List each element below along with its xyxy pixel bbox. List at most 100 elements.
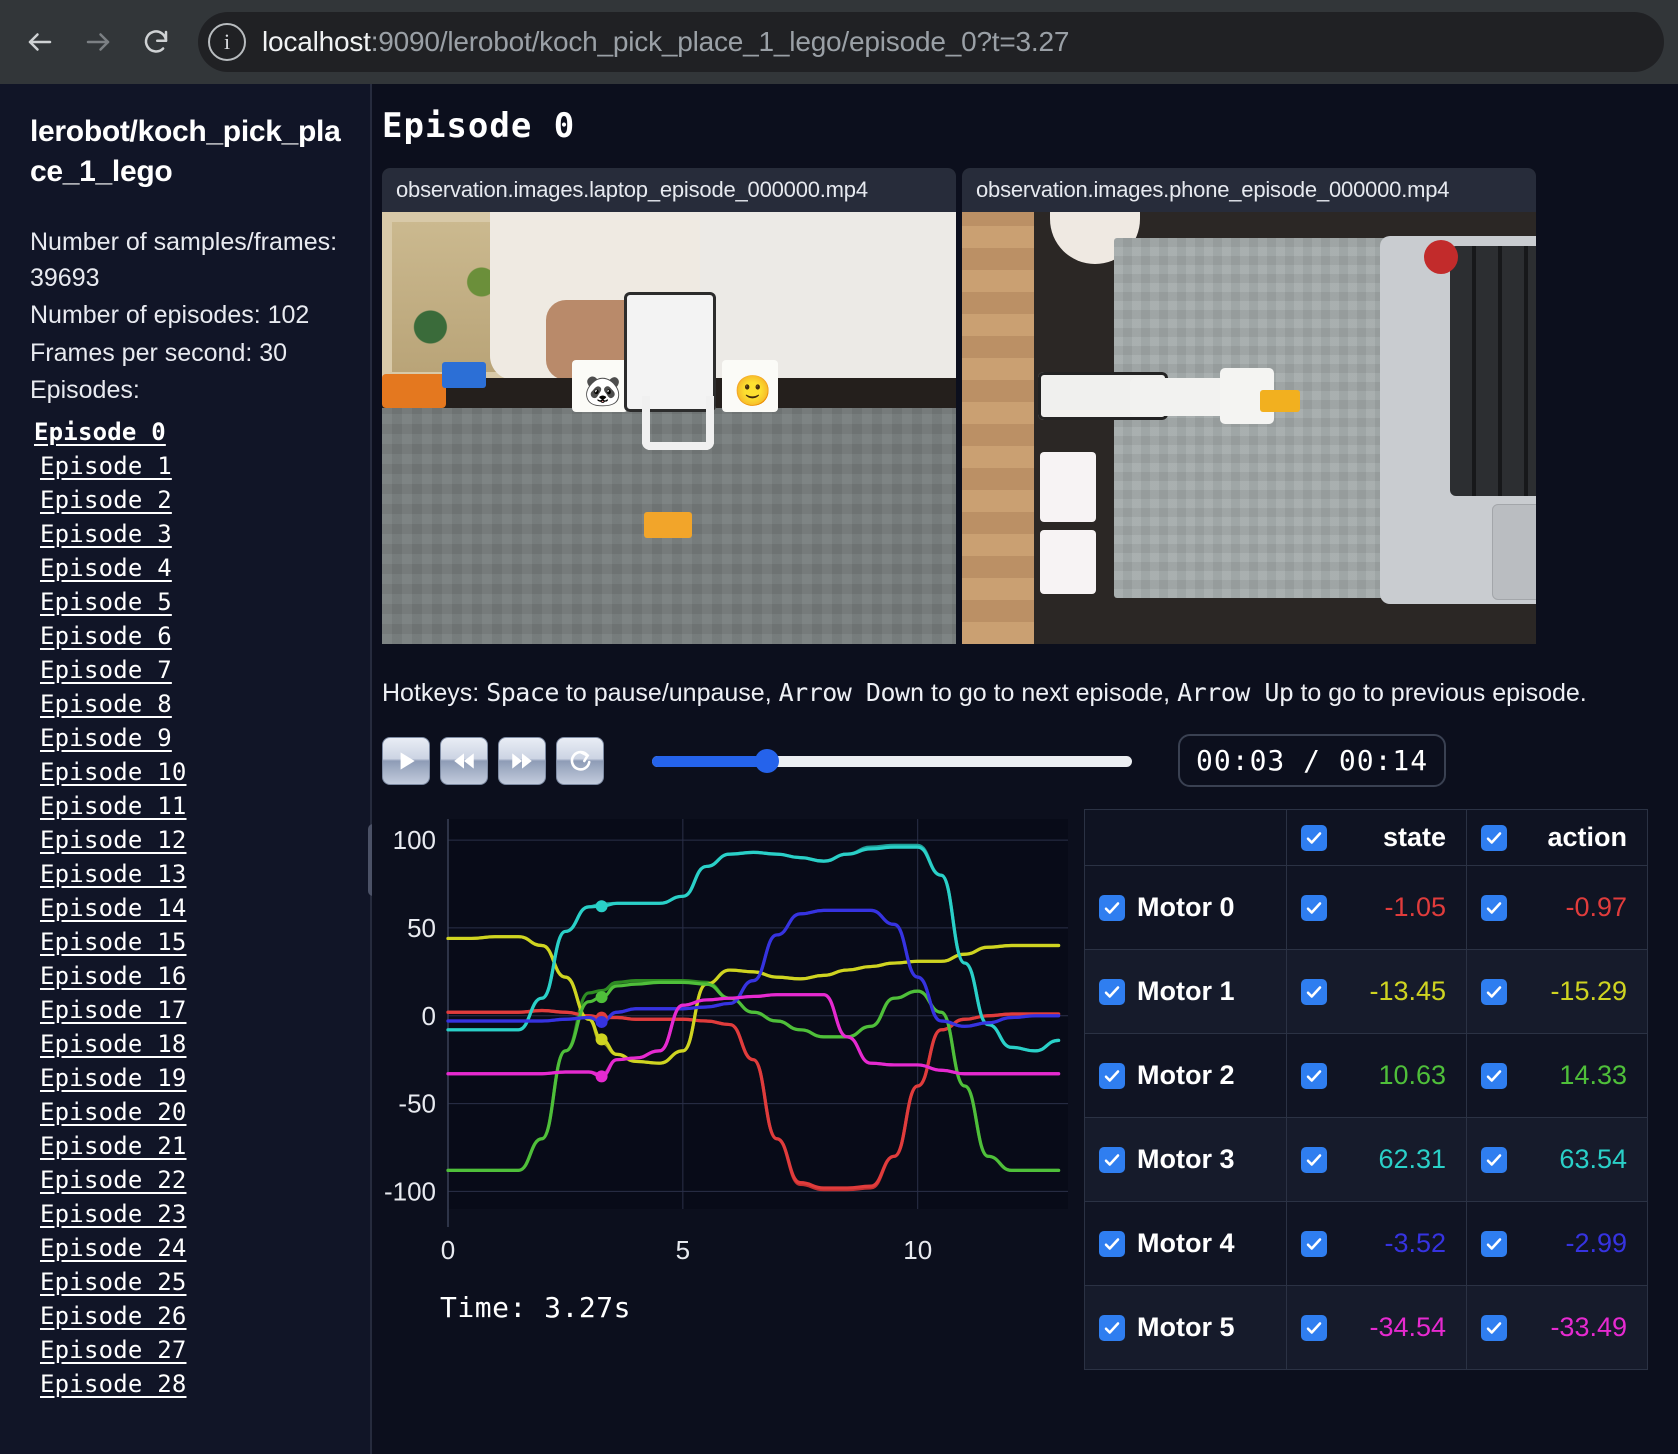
- num-samples-label: Number of samples/frames: 39693: [30, 228, 338, 292]
- cell-state: -13.45: [1285, 949, 1468, 1034]
- episode-link-24[interactable]: Episode 24: [40, 1233, 187, 1262]
- episode-link-10[interactable]: Episode 10: [40, 757, 187, 786]
- video-grid: observation.images.laptop_episode_000000…: [382, 168, 1648, 644]
- state-checkbox[interactable]: [1300, 1230, 1327, 1257]
- episode-link-13[interactable]: Episode 13: [40, 859, 187, 888]
- cell-motor-name: Motor 5: [1084, 1285, 1287, 1370]
- address-bar[interactable]: i localhost:9090/lerobot/koch_pick_place…: [198, 12, 1664, 72]
- motor-row-checkbox[interactable]: [1099, 894, 1125, 921]
- episode-link-25[interactable]: Episode 25: [40, 1267, 187, 1296]
- y-tick-label: 100: [393, 825, 436, 855]
- episode-link-4[interactable]: Episode 4: [40, 553, 172, 582]
- episode-link-15[interactable]: Episode 15: [40, 927, 187, 956]
- action-checkbox[interactable]: [1481, 1314, 1508, 1341]
- state-checkbox[interactable]: [1300, 894, 1327, 921]
- cell-state: -1.05: [1285, 865, 1468, 950]
- motors-table: state action Motor 0 -1.05 -0.97 Mot: [1084, 809, 1648, 1370]
- info-icon[interactable]: i: [208, 23, 246, 61]
- back-icon[interactable]: [14, 16, 66, 68]
- episode-link-2[interactable]: Episode 2: [40, 485, 172, 514]
- sidebar-divider: [370, 84, 372, 1454]
- x-tick-label: 0: [441, 1235, 455, 1265]
- slider-thumb[interactable]: [755, 748, 780, 773]
- state-checkbox[interactable]: [1300, 1062, 1327, 1089]
- episode-link-21[interactable]: Episode 21: [40, 1131, 187, 1160]
- state-value: -3.52: [1384, 1228, 1447, 1258]
- motor-label: Motor 3: [1137, 1144, 1235, 1174]
- episode-link-6[interactable]: Episode 6: [40, 621, 172, 650]
- episode-link-3[interactable]: Episode 3: [40, 519, 172, 548]
- episode-link-20[interactable]: Episode 20: [40, 1097, 187, 1126]
- episode-link-28[interactable]: Episode 28: [40, 1369, 187, 1398]
- seek-slider[interactable]: [652, 748, 1132, 773]
- motors-table-body: Motor 0 -1.05 -0.97 Motor 1 -13.45 -15.29 Moto…: [1084, 865, 1648, 1370]
- cell-state: -34.54: [1285, 1285, 1468, 1370]
- fast-forward-button[interactable]: [498, 736, 546, 785]
- cell-state: 10.63: [1285, 1033, 1468, 1118]
- rewind-button[interactable]: [440, 736, 488, 785]
- app-root: lerobot/koch_pick_place_1_lego Number of…: [0, 84, 1678, 1454]
- table-row: Motor 2 10.63 14.33: [1084, 1033, 1648, 1118]
- episode-link-9[interactable]: Episode 9: [40, 723, 172, 752]
- action-checkbox[interactable]: [1481, 1062, 1508, 1089]
- data-section: -100 -50 0 50 100 0 5 10 Time: 3.27s state: [378, 809, 1648, 1370]
- episode-link-18[interactable]: Episode 18: [40, 1029, 187, 1058]
- lego-brick: [644, 512, 692, 538]
- episode-link-1[interactable]: Episode 1: [40, 451, 172, 480]
- state-checkbox[interactable]: [1300, 1146, 1327, 1173]
- episode-link-11[interactable]: Episode 11: [40, 791, 187, 820]
- motor-row-checkbox[interactable]: [1099, 1230, 1125, 1257]
- action-checkbox[interactable]: [1481, 1230, 1508, 1257]
- action-checkbox[interactable]: [1481, 1146, 1508, 1173]
- state-checkbox[interactable]: [1300, 978, 1327, 1005]
- smile-emoji-icon: 🙂: [734, 375, 772, 408]
- state-column-checkbox[interactable]: [1300, 824, 1327, 851]
- episode-link-22[interactable]: Episode 22: [40, 1165, 187, 1194]
- video-player-laptop[interactable]: 🐼 🙂: [382, 212, 956, 644]
- episode-link-16[interactable]: Episode 16: [40, 961, 187, 990]
- play-button[interactable]: [382, 736, 430, 785]
- y-tick-label: -100: [384, 1176, 436, 1206]
- episode-link-17[interactable]: Episode 17: [40, 995, 187, 1024]
- cell-state: -3.52: [1285, 1201, 1468, 1286]
- forward-icon[interactable]: [72, 16, 124, 68]
- motor-row-checkbox[interactable]: [1099, 1314, 1125, 1341]
- action-column-checkbox[interactable]: [1481, 824, 1508, 851]
- sidebar-resize-handle[interactable]: [368, 824, 372, 896]
- sticker-box-1: [1040, 452, 1096, 522]
- episode-link-27[interactable]: Episode 27: [40, 1335, 187, 1364]
- cell-state: 62.31: [1285, 1117, 1468, 1202]
- motor-timeseries-chart[interactable]: -100 -50 0 50 100 0 5 10 Time: 3.27s: [378, 809, 1078, 1370]
- action-checkbox[interactable]: [1481, 978, 1508, 1005]
- chart-canvas: -100 -50 0 50 100 0 5 10: [384, 819, 1068, 1265]
- episode-link-14[interactable]: Episode 14: [40, 893, 187, 922]
- motor-row-checkbox[interactable]: [1099, 978, 1125, 1005]
- episode-link-12[interactable]: Episode 12: [40, 825, 187, 854]
- key-space: Space: [486, 678, 559, 707]
- episode-link-7[interactable]: Episode 7: [40, 655, 172, 684]
- episode-link-19[interactable]: Episode 19: [40, 1063, 187, 1092]
- cell-action: 14.33: [1466, 1033, 1648, 1118]
- cell-motor-name: Motor 4: [1084, 1201, 1287, 1286]
- cursor-marker: [595, 1015, 608, 1028]
- episode-link-26[interactable]: Episode 26: [40, 1301, 187, 1330]
- hotkeys-text-2: to go to next episode,: [924, 679, 1178, 707]
- key-arrow-up: Arrow Up: [1177, 678, 1294, 707]
- action-value: 14.33: [1559, 1060, 1627, 1090]
- x-tick-label: 5: [676, 1235, 690, 1265]
- episode-link-23[interactable]: Episode 23: [40, 1199, 187, 1228]
- motor-row-checkbox[interactable]: [1099, 1146, 1125, 1173]
- reload-icon[interactable]: [130, 16, 182, 68]
- episode-link-8[interactable]: Episode 8: [40, 689, 172, 718]
- loop-button[interactable]: [556, 736, 604, 785]
- episode-link-5[interactable]: Episode 5: [40, 587, 172, 616]
- action-checkbox[interactable]: [1481, 894, 1508, 921]
- state-value: -34.54: [1369, 1312, 1447, 1342]
- state-checkbox[interactable]: [1300, 1314, 1327, 1341]
- video-player-phone[interactable]: [962, 212, 1536, 644]
- series-line-state: [446, 908, 1061, 1028]
- motor-row-checkbox[interactable]: [1099, 1062, 1125, 1089]
- header-blank: [1084, 809, 1287, 866]
- episode-link-0[interactable]: Episode 0: [34, 417, 166, 446]
- key-arrow-down: Arrow Down: [778, 678, 925, 707]
